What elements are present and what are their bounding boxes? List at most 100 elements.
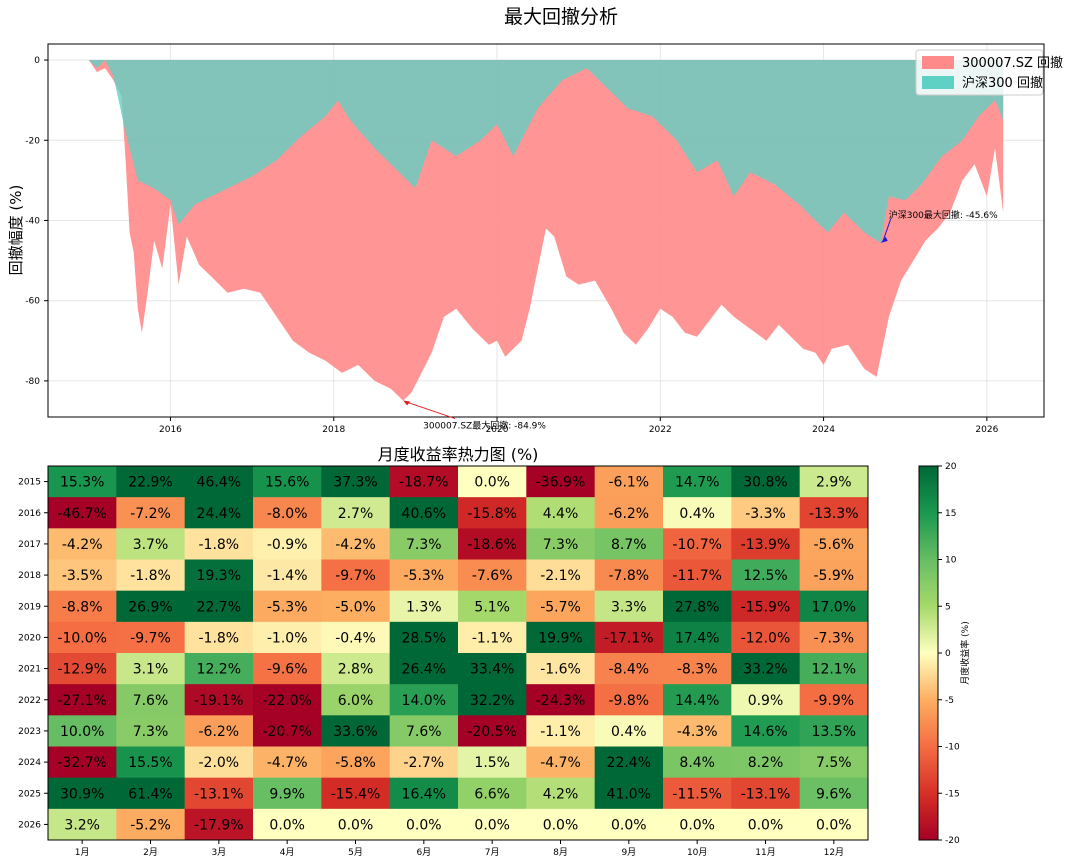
heatmap-month-label: 2月 [143, 847, 158, 858]
heatmap-cell-label: -12.0% [741, 630, 791, 646]
heatmap-cell [48, 497, 117, 529]
y-tick-label: 0 [34, 56, 40, 66]
heatmap-cell-label: -1.6% [540, 662, 581, 678]
heatmap-cell [321, 746, 391, 779]
heatmap-cell-label: 0.4% [679, 506, 715, 522]
heatmap-cell [184, 808, 254, 841]
heatmap-cell-label: 9.6% [816, 786, 852, 802]
colorbar-tick-label: -15 [945, 789, 960, 799]
heatmap-month-label: 6月 [416, 847, 431, 858]
heatmap-cell [389, 528, 459, 560]
heatmap-cell-label: 17.0% [812, 599, 856, 615]
heatmap-cell-label: 46.4% [197, 475, 241, 491]
drawdown-areas [88, 60, 1004, 401]
heatmap-cell-label: 32.2% [470, 693, 514, 709]
heatmap-title: 月度收益率热力图 (%) [378, 445, 539, 464]
heatmap-cell-label: -8.0% [267, 506, 308, 522]
heatmap-cell [116, 777, 186, 810]
y-tick-label: -40 [25, 216, 40, 226]
heatmap-cell [458, 559, 527, 592]
heatmap-cell [116, 715, 186, 747]
colorbar [918, 465, 939, 841]
drawdown-legend: 300007.SZ 回撤 沪深300 回撤 [915, 49, 1063, 96]
heatmap-cell-label: 2.8% [338, 662, 374, 678]
heatmap-cell-label: 3.2% [64, 817, 100, 833]
heatmap-month-label: 5月 [348, 847, 363, 858]
heatmap-cell-label: 8.4% [679, 755, 715, 771]
heatmap-cell-label: -13.9% [741, 537, 791, 553]
heatmap-cell-label: -3.3% [745, 506, 786, 522]
heatmap-cell-label: -9.8% [608, 693, 649, 709]
heatmap-cell [594, 621, 664, 654]
heatmap-cell-label: -1.4% [267, 568, 308, 584]
stock-annotation-arrow [404, 401, 456, 420]
heatmap-cell-label: 15.6% [265, 475, 309, 491]
heatmap-cell [594, 497, 664, 529]
heatmap-cell [799, 746, 869, 779]
heatmap-cell-label: -22.0% [262, 693, 312, 709]
heatmap-cell-label: -1.1% [540, 724, 581, 740]
heatmap-cell [458, 653, 527, 685]
stock-annotation-label: 300007.SZ最大回撤: -84.9% [423, 420, 546, 432]
heatmap-cell [663, 808, 732, 841]
heatmap-year-label: 2016 [18, 509, 41, 519]
heatmap-cell [184, 715, 254, 747]
drawdown-axes: 0 -20 -40 -60 -80 2016 2018 2020 2022 2024 2026 [25, 56, 998, 435]
heatmap-cell-label: 16.4% [402, 786, 446, 802]
heatmap-year-label: 2023 [18, 727, 41, 737]
heatmap-cell-label: 19.3% [197, 568, 241, 584]
heatmap-cell-label: 13.5% [812, 724, 856, 740]
heatmap-cell-label: -24.3% [536, 693, 586, 709]
heatmap-cell-label: -1.1% [472, 630, 513, 646]
heatmap-cell [253, 777, 322, 810]
heatmap-cell-label: 8.7% [611, 537, 647, 553]
drawdown-plot-frame [47, 43, 1045, 418]
heatmap-cell-label: 0.9% [748, 693, 784, 709]
heatmap-cell [116, 808, 186, 841]
colorbar-tick-label: 20 [945, 462, 957, 472]
heatmap-cell-label: -0.9% [267, 537, 308, 553]
heatmap-cell [594, 528, 664, 560]
heatmap-cell [321, 684, 391, 716]
heatmap-cell [184, 684, 254, 716]
heatmap-cell-label: -1.8% [198, 537, 239, 553]
heatmap-cell [389, 466, 459, 498]
heatmap-cell-label: 7.6% [133, 693, 169, 709]
heatmap-cell-label: 14.0% [402, 693, 446, 709]
heatmap-cell [389, 746, 459, 779]
heatmap-cell-label: -2.7% [403, 755, 444, 771]
heatmap-cell [184, 559, 254, 592]
heatmap-cell-label: 4.4% [543, 506, 579, 522]
heatmap-month-label: 8月 [553, 847, 568, 858]
heatmap-cell-label: 0.0% [474, 817, 510, 833]
heatmap-cell-label: 22.4% [607, 755, 651, 771]
heatmap-cell-label: -5.3% [403, 568, 444, 584]
heatmap-month-label: 3月 [211, 847, 226, 858]
heatmap-cell-label: -11.7% [672, 568, 722, 584]
heatmap-cell [184, 528, 254, 560]
heatmap-cell-label: 26.4% [402, 662, 446, 678]
heatmap-cell-label: 37.3% [333, 475, 377, 491]
heatmap-cell-label: -1.0% [267, 630, 308, 646]
heatmap-cell [594, 777, 664, 810]
heatmap-cell [663, 653, 732, 685]
heatmap-cell [663, 715, 732, 747]
heatmap-cell [253, 715, 322, 747]
heatmap-cell-label: 14.6% [743, 724, 787, 740]
heatmap-cell-label: -8.8% [62, 599, 103, 615]
colorbar-tick-label: -20 [945, 836, 960, 846]
heatmap-cell-label: -15.8% [467, 506, 517, 522]
heatmap-cell [321, 715, 391, 747]
heatmap-cell [184, 590, 254, 623]
heatmap-cell [799, 777, 869, 810]
heatmap-cell-label: -15.9% [741, 599, 791, 615]
x-tick-label: 2026 [975, 425, 998, 435]
heatmap-cell-label: -32.7% [57, 755, 107, 771]
heatmap-cell [526, 559, 596, 592]
heatmap-cell [799, 559, 869, 592]
heatmap-cell-label: -6.2% [198, 724, 239, 740]
heatmap-cell [389, 590, 459, 623]
heatmap-cell [184, 466, 254, 498]
heatmap-cell-label: -8.3% [677, 662, 718, 678]
heatmap-cell-label: 30.9% [60, 786, 104, 802]
